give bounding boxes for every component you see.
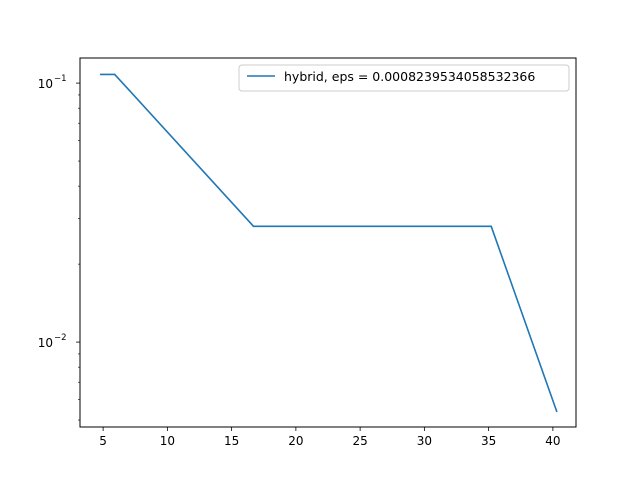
data-point — [555, 410, 558, 413]
data-point — [113, 73, 116, 76]
data-point — [99, 73, 102, 76]
x-tick-label: 20 — [288, 434, 303, 448]
y-tick-label: 10 — [38, 77, 53, 91]
x-tick-label: 40 — [545, 434, 560, 448]
plot-frame — [79, 57, 577, 428]
x-tick-label: 5 — [99, 434, 107, 448]
x-axis: 5 10 15 20 25 30 35 40 — [99, 427, 561, 448]
legend-label: hybrid, eps = 0.0008239534058532366 — [284, 69, 535, 84]
x-tick-label: 10 — [160, 434, 175, 448]
data-point — [490, 225, 493, 228]
plot-marks — [99, 73, 558, 413]
series-line-0 — [100, 73, 558, 412]
y-axis: 10−110−2 — [38, 74, 80, 421]
legend: hybrid, eps = 0.0008239534058532366 — [238, 64, 570, 92]
y-tick-label-exponent: −2 — [54, 333, 67, 343]
x-tick-label: 35 — [481, 434, 496, 448]
y-tick-label: 10 — [38, 336, 53, 350]
x-tick-label: 25 — [352, 434, 367, 448]
legend-box — [238, 64, 570, 92]
data-point — [252, 225, 255, 228]
x-tick-label: 30 — [417, 434, 432, 448]
x-tick-label: 15 — [224, 434, 239, 448]
y-tick-label-exponent: −1 — [54, 74, 67, 84]
